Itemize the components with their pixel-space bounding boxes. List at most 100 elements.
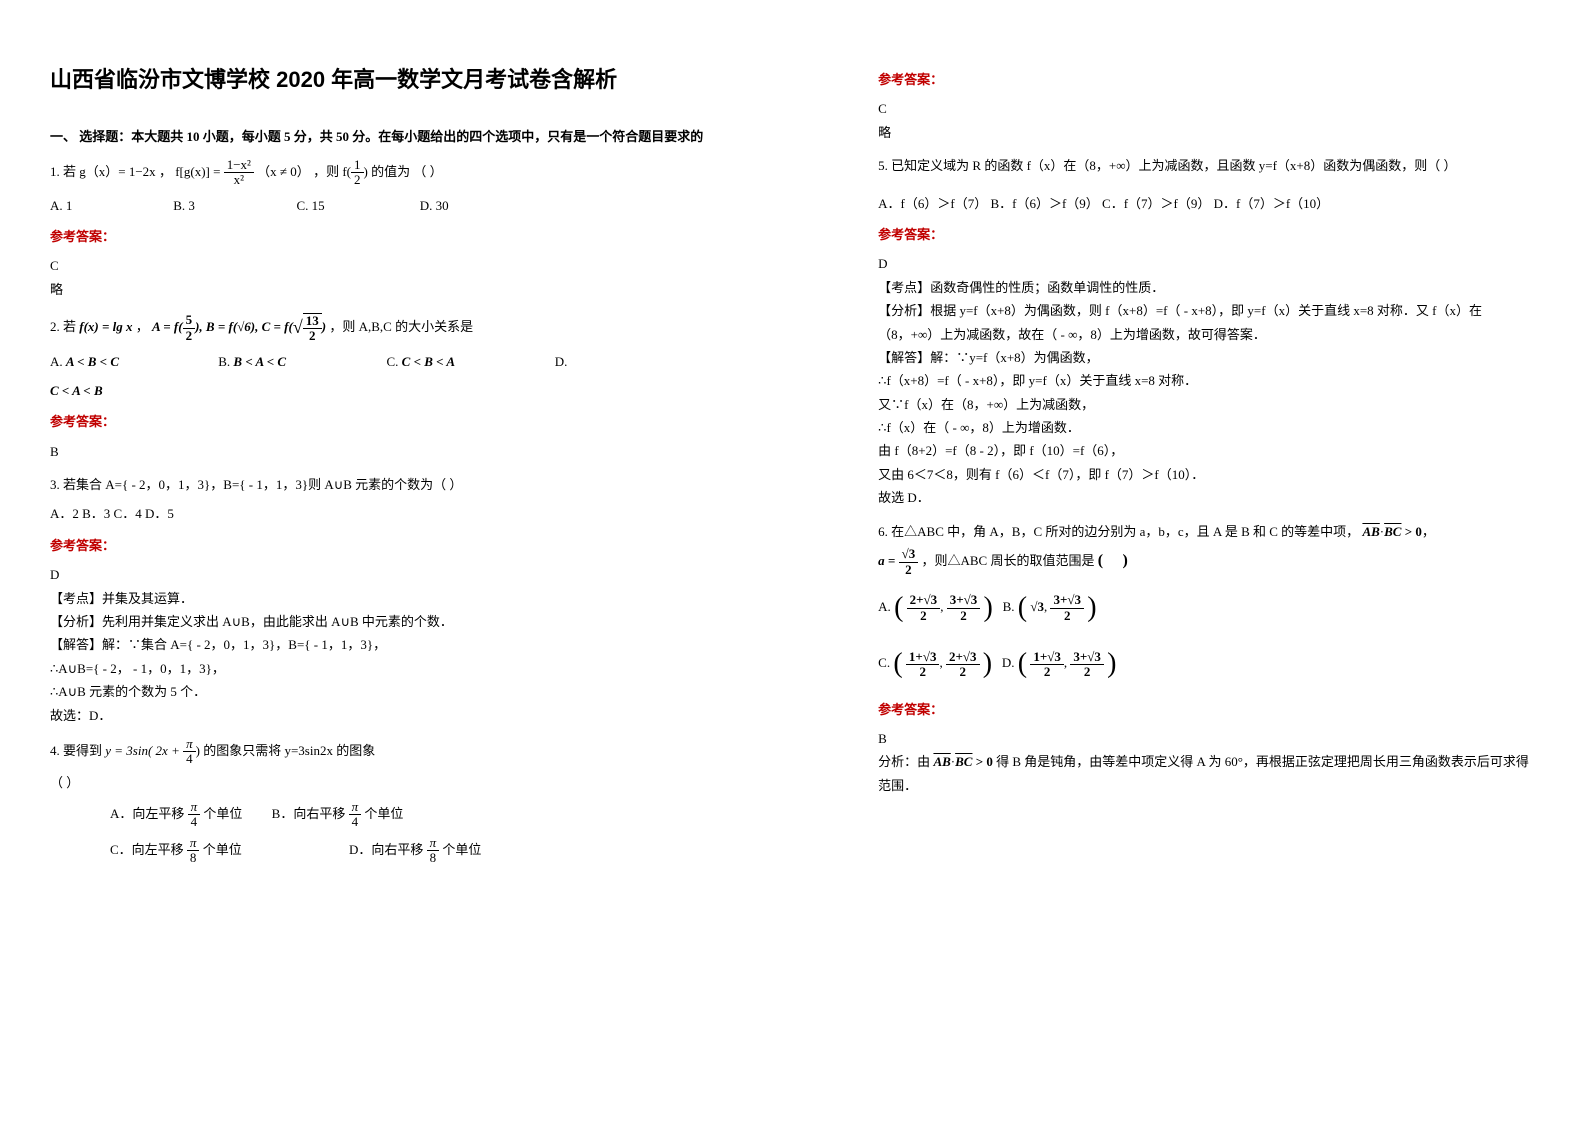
q6-fx-vecBC: BC [955, 754, 972, 769]
q5-jd2: ∴f（x+8）=f（ - x+8），即 y=f（x）关于直线 x=8 对称． [878, 369, 1537, 392]
q6-labB: B. [1003, 599, 1015, 614]
q6-C-b: 2+√32 [946, 650, 980, 680]
q3-stem: 3. 若集合 A={ - 2，0，1，3}，B={ - 1，1，3}则 A∪B … [50, 473, 778, 496]
q1-frac1-num: 1−x² [224, 158, 254, 173]
q4-B1: B．向右平移 [272, 806, 349, 821]
q6-D-b-num: 3+√3 [1070, 650, 1104, 665]
q6-vecBC: BC [1384, 524, 1401, 539]
q4-D-pi: π [427, 836, 440, 851]
q3-jd4: 故选：D． [50, 704, 778, 727]
q2-optA: A < B < C [66, 354, 119, 369]
q4-A1: A．向左平移 [110, 806, 188, 821]
q3-kd: 【考点】并集及其运算． [50, 587, 778, 610]
q1-frac2-num: 1 [351, 158, 364, 173]
q5-jd7: 故选 D． [878, 486, 1537, 509]
q6-B-rp: ) [1087, 592, 1096, 623]
q4-C-pi: π [187, 836, 200, 851]
q1-frac1-den: x² [224, 173, 254, 187]
q4-B-frac: π4 [349, 800, 362, 830]
q6-vecAB: AB [1362, 524, 1379, 539]
q4-D-8: 8 [427, 851, 440, 865]
q2-Atail: ), B = f(√6), C = f( [195, 319, 293, 334]
q5-jd-label: 【解答】 [878, 350, 930, 365]
q1-B: B. 3 [173, 194, 293, 217]
q6-C-b-den: 2 [946, 665, 980, 679]
q4-C-8: 8 [187, 851, 200, 865]
q6-afrac: √3 2 [899, 547, 919, 577]
q1-then: ，则 [313, 164, 342, 179]
q1-frac2: 1 2 [351, 158, 364, 188]
q1-lue: 略 [50, 278, 778, 301]
q1-g: 1−2x [129, 164, 156, 179]
q6-A-lp: ( [894, 592, 903, 623]
q6-D-b-den: 2 [1070, 665, 1104, 679]
q4-B-4: 4 [349, 815, 362, 829]
page-title: 山西省临汾市文博学校 2020 年高一数学文月考试卷含解析 [50, 60, 778, 100]
q3-kd-label: 【考点】 [50, 591, 102, 606]
q1-answer-label: 参考答案： [50, 225, 778, 248]
q2-Cfrac: 13 2 [303, 313, 322, 344]
q6-B-b-den: 2 [1050, 609, 1084, 623]
q4-frac: π 4 [183, 737, 196, 767]
q5-fx-t: 根据 y=f（x+8）为偶函数，则 f（x+8）=f（ - x+8），即 y=f… [878, 303, 1482, 341]
q6-row2: C. ( 1+√32, 2+√32 ) D. ( 1+√32, 3+√32 ) [878, 639, 1537, 689]
q2-Ctail: ) [322, 319, 326, 334]
left-column: 山西省临汾市文博学校 2020 年高一数学文月考试卷含解析 一、 选择题：本大题… [0, 0, 828, 1122]
q5-jd4: ∴f（x）在（ - ∞，8）上为增函数． [878, 416, 1537, 439]
q6-labD: D. [1002, 655, 1015, 670]
q6-D-lp: ( [1018, 648, 1027, 679]
q6-C-lp: ( [893, 648, 902, 679]
q1-fh-head: f( [342, 164, 351, 179]
q1-comma: ， [159, 164, 172, 179]
q4: 4. 要得到 y = 3sin( 2x + π 4 ) 的图象只需将 y=3si… [50, 737, 778, 767]
q5-answer-label: 参考答案： [878, 223, 1537, 246]
q6-fx: 分析：由 AB·BC > 0 得 B 角是钝角，由等差中项定义得 A 为 60°… [878, 750, 1537, 797]
q6-labC: C. [878, 655, 890, 670]
q6-A-a-num: 2+√3 [907, 593, 941, 608]
q6-stem-a: 6. 在△ABC 中，角 A，B，C 所对的边分别为 a，b，c，且 A 是 B… [878, 524, 1359, 539]
q3-opts: A．2 B．3 C．4 D．5 [50, 502, 778, 525]
q3-fx-label: 【分析】 [50, 614, 102, 629]
q4-C1: C．向左平移 [110, 841, 187, 856]
q2-Ahead: A = f( [152, 319, 183, 334]
q1: 1. 若 g（x）= 1−2x ， f[g(x)] = 1−x² x² （x ≠… [50, 158, 778, 188]
q5-stem: 5. 已知定义域为 R 的函数 f（x）在（8，+∞）上为减函数，且函数 y=f… [878, 154, 1537, 177]
q2-labD: D. [555, 354, 568, 369]
q6-C-b-num: 2+√3 [946, 650, 980, 665]
q3-jd1-t: 解：∵集合 A={ - 2，0，1，3}，B={ - 1，1，3}， [102, 637, 386, 652]
q1-A: A. 1 [50, 194, 170, 217]
q2-A-num: 5 [183, 313, 196, 328]
q2-B: B. B < A < C [218, 350, 383, 373]
q5-jd1: 【解答】解：∵y=f（x+8）为偶函数， [878, 346, 1537, 369]
q6-a-num: √3 [899, 547, 919, 562]
q2-c1: ， [136, 319, 149, 334]
q6-row1: A. ( 2+√32, 3+√32 ) B. ( √3, 3+√32 ) [878, 583, 1537, 633]
q6-A-b: 3+√32 [947, 593, 981, 623]
q6-D-a-num: 1+√3 [1030, 650, 1064, 665]
q6-D-a: 1+√32 [1030, 650, 1064, 680]
q1-C: C. 15 [297, 194, 417, 217]
q2-fx: f(x) = lg x [79, 319, 132, 334]
q5-opts: A．f（6）＞f（7） B．f（6）＞f（9） C．f（7）＞f（9） D．f（… [878, 192, 1537, 215]
q6-line2: a = √3 2 ，则△ABC 周长的取值范围是 ( ) [878, 547, 1537, 577]
q2-C-den: 2 [303, 329, 322, 343]
q1-D: D. 30 [420, 194, 540, 217]
q6-comma: ， [1422, 524, 1435, 539]
q3-answer-label: 参考答案： [50, 534, 778, 557]
q6-D-rp: ) [1107, 648, 1116, 679]
q4-lue: 略 [878, 121, 1537, 144]
q2-tail: ，则 A,B,C 的大小关系是 [329, 319, 473, 334]
q6-pr: ) [1123, 552, 1128, 569]
q6-B-lp: ( [1018, 592, 1027, 623]
q6-fx-lead: 分析：由 [878, 754, 930, 769]
q6-answer-label: 参考答案： [878, 698, 1537, 721]
q4-A-frac: π4 [188, 800, 201, 830]
q2: 2. 若 f(x) = lg x ， A = f( 5 2 ), B = f(√… [50, 311, 778, 343]
q5-fx-label: 【分析】 [878, 303, 930, 318]
q6-fx-gt0: > 0 [972, 754, 992, 769]
q4-answer-label: 参考答案： [878, 68, 1537, 91]
q3-jd1: 【解答】解：∵集合 A={ - 2，0，1，3}，B={ - 1，1，3}， [50, 633, 778, 656]
q3-fx-t: 先利用并集定义求出 A∪B，由此能求出 A∪B 中元素的个数． [102, 614, 453, 629]
q5-jd6: 又由 6＜7＜8，则有 f（6）＜f（7），即 f（7）＞f（10）． [878, 463, 1537, 486]
q1-fgx: f[g(x)] = [175, 164, 223, 179]
